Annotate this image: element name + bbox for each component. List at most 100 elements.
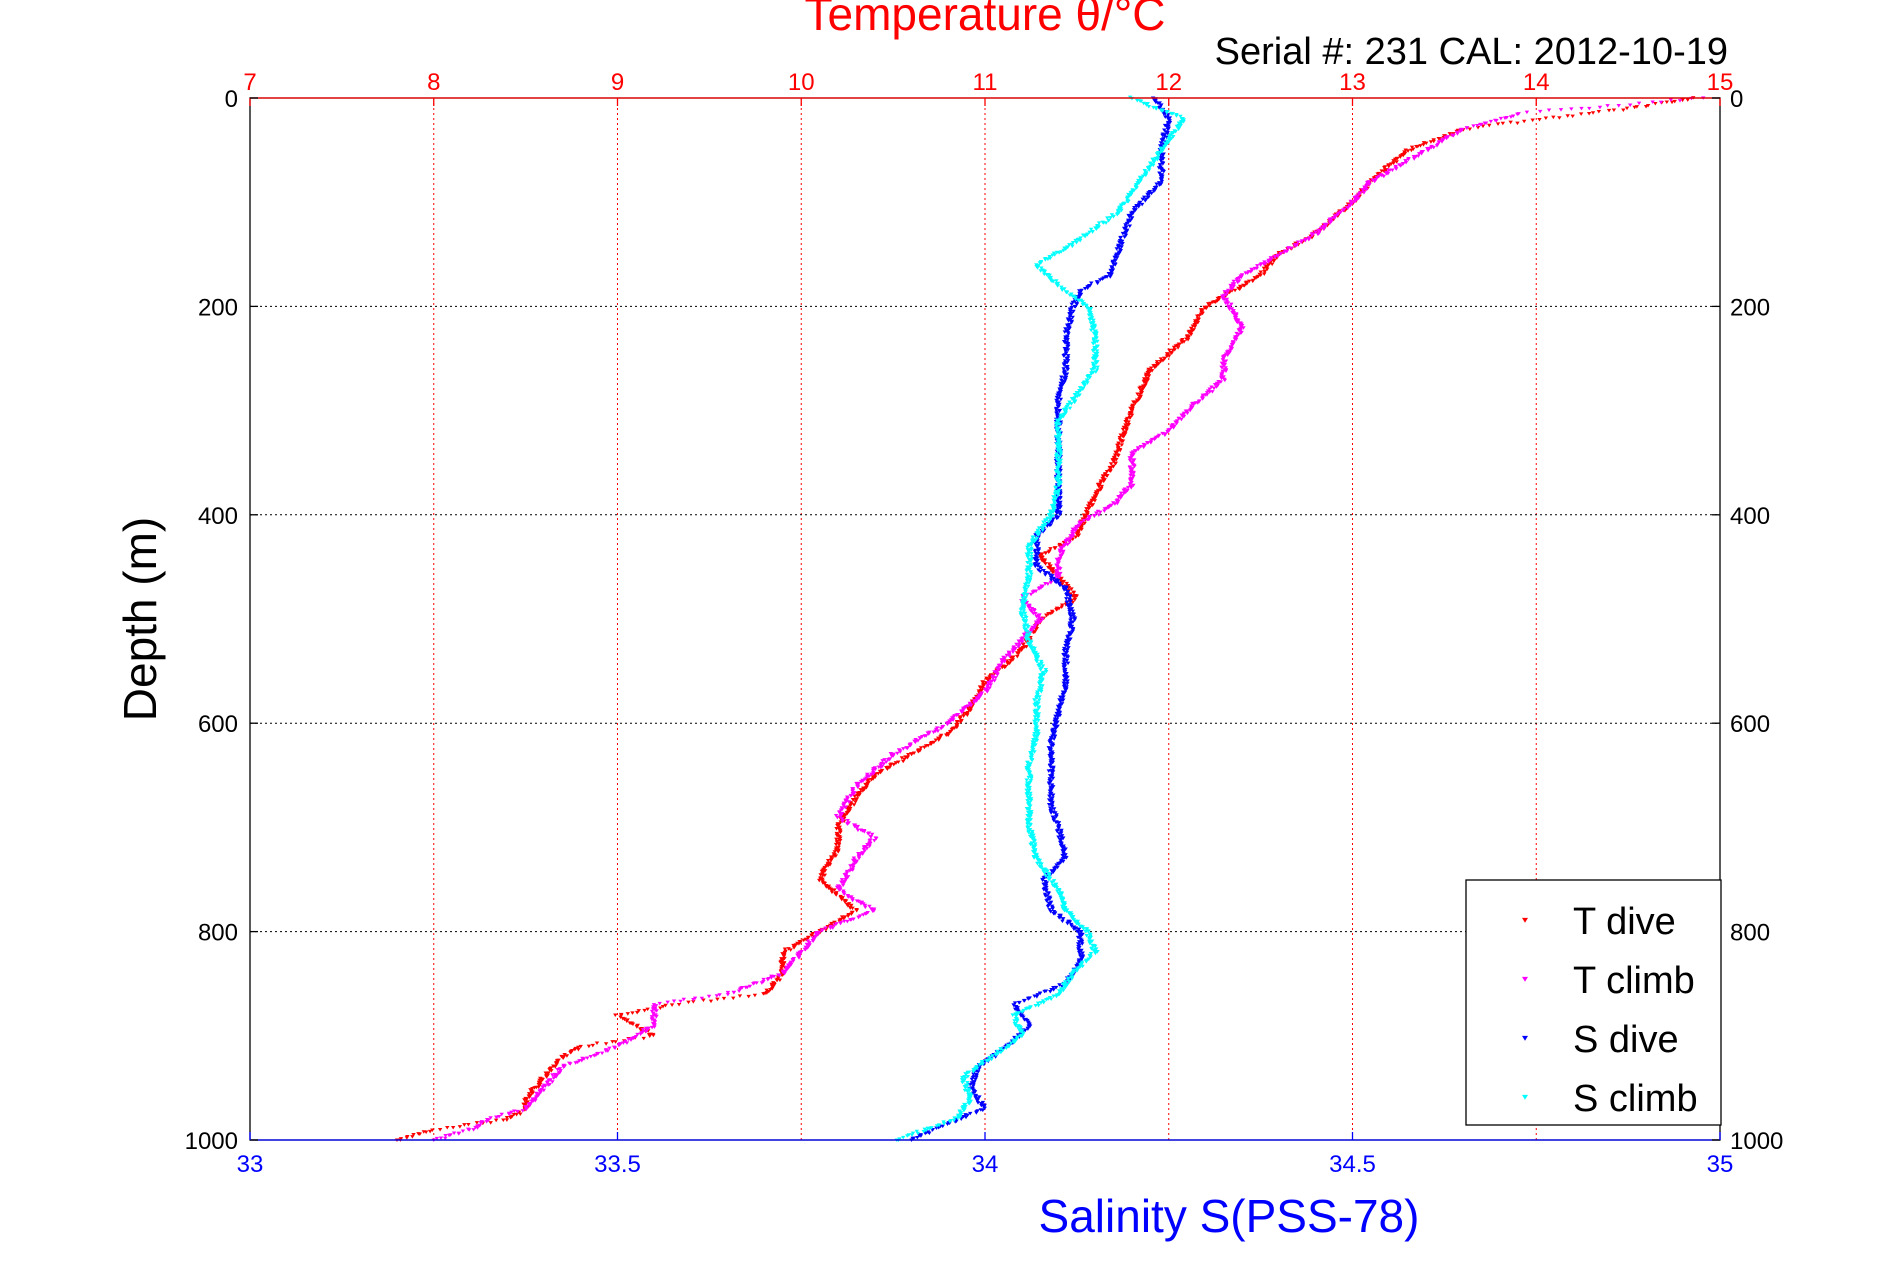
data-point [1263,269,1268,274]
data-point [839,880,844,884]
data-point [1129,190,1134,195]
data-point [1060,585,1066,589]
data-point [848,864,853,868]
data-point [1047,792,1053,796]
data-point [603,1042,609,1046]
data-point [1041,569,1046,573]
data-point [1073,238,1078,243]
data-point [1058,838,1064,843]
data-point [985,685,990,689]
data-point [944,733,949,738]
data-point [1055,284,1060,288]
data-point [1645,103,1651,108]
data-point [1120,242,1125,246]
data-point [1140,174,1146,178]
data-point [1425,148,1431,153]
data-point [1065,655,1071,660]
data-point [1221,359,1226,364]
data-point [1022,582,1028,587]
data-point [1076,298,1081,303]
data-point [1266,260,1271,264]
data-point [1650,100,1655,104]
data-point [856,856,862,861]
y-axis-label: Depth (m) [114,517,166,721]
data-point [1092,499,1098,503]
data-point [1160,431,1165,436]
data-point [1090,349,1096,353]
data-point [1565,114,1570,118]
data-point [1216,379,1221,384]
data-point [1056,443,1061,447]
data-point [1030,535,1035,540]
data-point [580,1056,585,1061]
data-point [557,1067,563,1071]
data-point [845,904,851,908]
data-point [1063,327,1068,331]
data-point [973,1077,978,1082]
data-point [862,849,867,853]
data-point [737,994,743,998]
data-point [1127,215,1132,219]
data-point [1119,208,1124,213]
data-point [1159,179,1165,184]
data-point [653,1004,659,1008]
data-point [1129,413,1135,418]
data-point [766,976,771,981]
data-point [868,842,873,846]
data-point [1101,479,1106,484]
data-point [1133,185,1139,190]
data-point [427,1129,433,1134]
data-point [1045,516,1050,521]
y-left-tick-label: 800 [198,920,238,947]
data-point [1271,259,1276,264]
data-point [1088,321,1094,326]
data-point [1061,679,1067,683]
data-point [1200,397,1205,401]
data-point [1056,862,1062,866]
data-point [1102,507,1107,511]
data-point [1061,917,1066,921]
data-point [518,1112,523,1117]
data-point [544,1075,549,1079]
data-point [466,1122,471,1127]
data-point [1044,899,1049,903]
data-point [640,1030,645,1035]
data-point [871,909,877,913]
data-point [1050,804,1055,809]
data-point [1056,405,1061,409]
data-point [1132,208,1138,213]
data-point [1179,340,1185,345]
data-point [849,918,854,922]
data-point [826,859,831,863]
data-point [1502,116,1508,120]
data-point [1055,493,1061,497]
data-point [1067,326,1072,331]
data-point [971,1084,976,1089]
data-point [1146,104,1152,109]
data-point [761,977,766,982]
data-point [1061,588,1067,592]
data-point [1093,340,1098,345]
data-point [1076,927,1082,932]
data-point [1108,469,1113,473]
data-point [1578,112,1584,116]
data-point [1315,232,1321,237]
data-point [1060,846,1065,850]
data-point [1596,109,1602,114]
data-point [1233,337,1239,342]
data-point [1065,661,1071,666]
data-point [610,1040,615,1044]
data-point [1059,546,1064,551]
data-point [1043,894,1048,898]
data-point [769,984,775,989]
data-point [1252,276,1257,280]
data-point [1349,201,1355,206]
data-point [1237,322,1243,326]
data-point [1664,100,1670,104]
data-point [416,1132,421,1136]
data-point [1082,384,1087,388]
data-point [576,1047,581,1052]
data-point [1223,369,1229,373]
data-point [1082,234,1088,239]
